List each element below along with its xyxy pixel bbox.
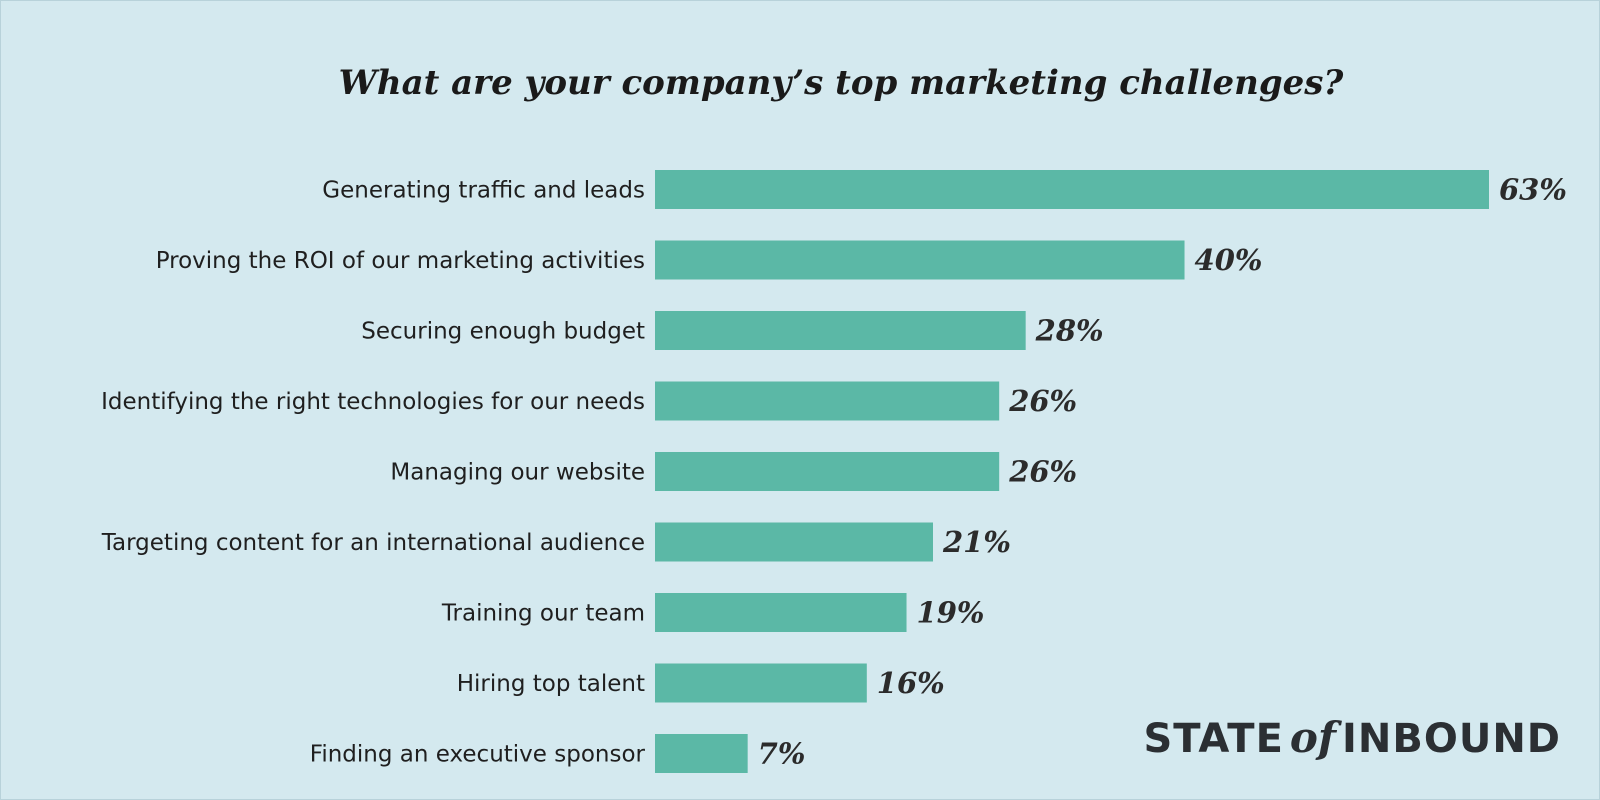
bar — [655, 663, 867, 703]
category-label: Managing our website — [390, 460, 645, 486]
value-label: 40% — [1195, 243, 1263, 277]
value-label: 28% — [1035, 314, 1104, 348]
bar — [655, 381, 1000, 421]
logo-state: STATE — [1143, 716, 1284, 762]
category-label: Securing enough budget — [361, 319, 645, 345]
bar — [655, 734, 748, 773]
value-label: 63% — [1499, 173, 1567, 207]
bars-layer: Generating traffic and leads 63% Proving t… — [101, 170, 1567, 773]
category-label: Identifying the right technologies for o… — [101, 389, 645, 415]
bar — [655, 240, 1185, 280]
logo-inbound: INBOUND — [1341, 716, 1561, 762]
value-label: 26% — [1008, 455, 1077, 489]
state-of-inbound-logo: STATE of INBOUND — [1143, 713, 1561, 762]
category-label: Generating traffic and leads — [322, 178, 645, 204]
bar — [655, 311, 1026, 350]
bar — [655, 593, 907, 632]
value-label: 7% — [758, 737, 806, 771]
category-label: Finding an executive sponsor — [310, 742, 646, 768]
logo-of: of — [1289, 713, 1336, 762]
value-label: 26% — [1008, 384, 1077, 418]
bar — [655, 452, 1000, 491]
bar — [655, 170, 1489, 209]
value-label: 16% — [877, 666, 945, 700]
category-label: Targeting content for an international a… — [101, 530, 645, 556]
category-label: Training our team — [441, 601, 645, 627]
value-label: 19% — [917, 596, 985, 630]
bar — [655, 522, 933, 562]
chart-title: What are your company’s top marketing ch… — [339, 63, 1345, 103]
value-label: 21% — [942, 525, 1011, 559]
category-label: Proving the ROI of our marketing activit… — [156, 248, 645, 274]
category-label: Hiring top talent — [457, 671, 645, 697]
